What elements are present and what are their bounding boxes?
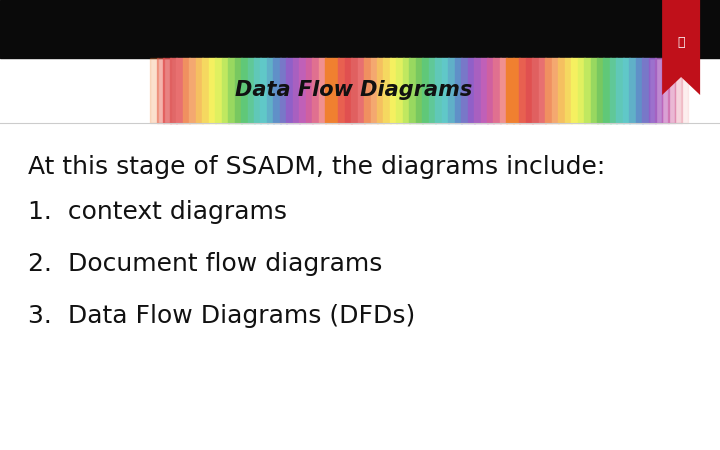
Bar [293,58,300,123]
Bar [636,58,643,123]
Bar [435,58,442,123]
Bar [390,58,397,123]
Text: 3.  Data Flow Diagrams (DFDs): 3. Data Flow Diagrams (DFDs) [28,304,415,328]
Bar [345,58,352,123]
Bar [364,58,371,123]
Bar [176,58,184,123]
Bar [558,58,565,123]
Bar [584,58,591,123]
Bar [532,58,539,123]
Bar [662,58,669,123]
Bar [261,58,268,123]
Bar [416,58,423,123]
Bar [616,58,624,123]
Bar [461,58,468,123]
Bar [610,58,617,123]
Text: Data Flow Diagrams: Data Flow Diagrams [235,81,472,100]
Bar [448,58,455,123]
Bar [170,58,177,123]
Bar [384,58,390,123]
Bar [228,58,235,123]
Polygon shape [662,0,700,95]
Bar [248,58,255,123]
Bar [603,58,611,123]
Bar [668,58,675,123]
Bar [196,58,203,123]
Bar [222,58,229,123]
Bar [287,58,294,123]
Bar [564,58,572,123]
Bar [235,58,242,123]
Text: 2.  Document flow diagrams: 2. Document flow diagrams [28,252,382,276]
Bar [300,58,307,123]
Bar [332,58,339,123]
Bar [571,58,578,123]
Bar [519,58,526,123]
Bar [189,58,197,123]
Bar [377,58,384,123]
Text: At this stage of SSADM, the diagrams include:: At this stage of SSADM, the diagrams inc… [28,155,606,179]
Bar [215,58,222,123]
Bar [487,58,494,123]
Bar [597,58,604,123]
Bar [681,58,688,123]
Bar [325,58,333,123]
Bar [422,58,429,123]
Bar [163,58,171,123]
Bar [280,58,287,123]
Bar [655,58,662,123]
Bar [312,58,320,123]
Bar [552,58,559,123]
Bar [144,58,151,123]
Bar [506,58,513,123]
Bar [590,58,598,123]
Bar [306,58,313,123]
Bar [319,58,326,123]
Bar [358,58,364,123]
Bar [428,58,436,123]
Bar [493,58,500,123]
Bar [371,58,377,123]
Bar [545,58,552,123]
Bar [649,58,656,123]
Bar [675,58,682,123]
Bar [577,58,585,123]
Bar [267,58,274,123]
Bar [338,58,346,123]
Bar [351,58,359,123]
Bar [254,58,261,123]
Bar [241,58,248,123]
Bar [274,58,281,123]
Bar [441,58,449,123]
Bar [467,58,474,123]
Bar [480,58,487,123]
Text: 1.  context diagrams: 1. context diagrams [28,200,287,224]
Bar [642,58,649,123]
Bar [410,58,416,123]
Bar [397,58,403,123]
Bar [202,58,210,123]
Bar [157,58,164,123]
Bar [150,58,158,123]
Bar [474,58,481,123]
Bar [0,0,720,58]
Bar [623,58,630,123]
Text: Ⓞ: Ⓞ [678,36,685,49]
Bar [513,58,520,123]
Bar [183,58,190,123]
Bar [539,58,546,123]
Bar [403,58,410,123]
Bar [629,58,636,123]
Bar [209,58,216,123]
Bar [454,58,462,123]
Bar [500,58,507,123]
Bar [526,58,533,123]
